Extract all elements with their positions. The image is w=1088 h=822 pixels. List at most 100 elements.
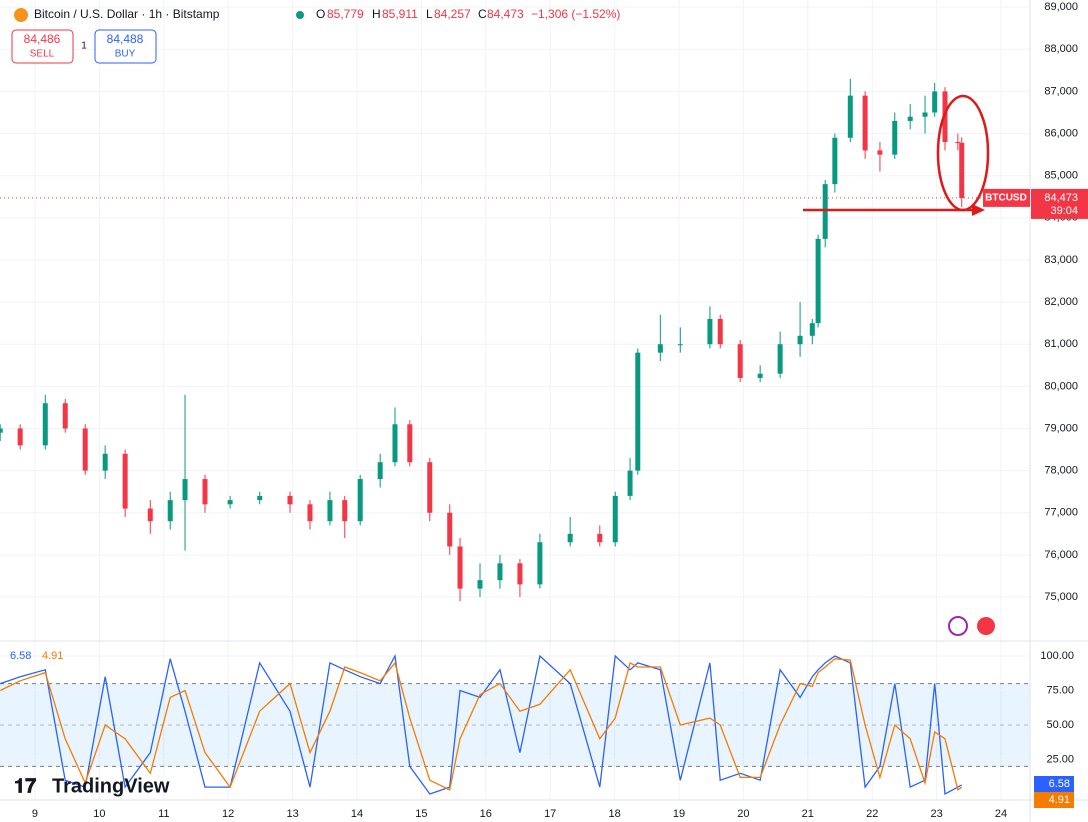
y-tick-label: 77,000: [1044, 507, 1078, 519]
candle-body: [477, 580, 483, 589]
market-status: [296, 11, 304, 19]
candle-body: [407, 424, 413, 463]
candle-body: [307, 504, 313, 522]
candle-body: [932, 91, 938, 113]
candle-body: [955, 141, 961, 143]
y-tick-label: 88,000: [1044, 43, 1078, 55]
arrow-head: [972, 204, 985, 216]
candle-body: [922, 112, 928, 117]
candle-body: [862, 95, 868, 151]
candle-body: [122, 453, 128, 509]
x-tick-label: 10: [93, 808, 105, 820]
candle-body: [717, 318, 723, 345]
value-tag: [1034, 792, 1074, 808]
candle-body: [877, 150, 883, 155]
y-tick-label: 50.00: [1046, 719, 1074, 731]
buy-label[interactable]: BUY: [115, 49, 136, 60]
y-tick-label: 100.00: [1040, 650, 1074, 662]
price-tag: [1031, 188, 1088, 219]
candle-body: [327, 500, 333, 522]
candle-body: [182, 479, 188, 501]
candle-body: [847, 95, 853, 138]
y-tick-label: 85,000: [1044, 170, 1078, 182]
buy-price[interactable]: 84,488: [107, 32, 144, 46]
ohlc-close: 84,473: [487, 7, 524, 21]
ohlc-open: 85,779: [327, 7, 364, 21]
y-tick-label: 75,000: [1044, 591, 1078, 603]
stoch-line: [0, 658, 963, 791]
x-tick-label: 22: [866, 808, 878, 820]
candle-body: [797, 335, 803, 345]
candle-body: [815, 238, 821, 324]
ai-icon[interactable]: [948, 616, 968, 636]
candle-body: [822, 184, 828, 239]
y-tick-label: 79,000: [1044, 422, 1078, 434]
price-tag-label: 84,473: [1044, 192, 1078, 204]
candle-body: [342, 500, 348, 522]
x-tick-label: 15: [415, 808, 427, 820]
candle-body: [597, 533, 603, 543]
stoch-k-legend: 6.58: [10, 650, 31, 662]
events-icon[interactable]: [977, 617, 995, 635]
x-tick-label: 11: [158, 808, 169, 820]
candle-body: [612, 495, 618, 543]
candle-body: [17, 428, 23, 446]
candle-body: [832, 137, 838, 185]
sell-price[interactable]: 84,486: [24, 32, 61, 46]
candle-body: [287, 495, 293, 505]
y-tick-label: 81,000: [1044, 338, 1078, 350]
btc-icon: [14, 8, 28, 22]
candle-body: [147, 508, 153, 522]
ohlc-h: H: [372, 7, 381, 21]
candle-body: [427, 462, 433, 513]
candle-body: [567, 533, 573, 543]
sell-button[interactable]: [11, 29, 74, 64]
x-tick-label: 13: [286, 808, 298, 820]
stoch-d-legend: 4.91: [42, 650, 63, 662]
x-tick-label: 20: [737, 808, 749, 820]
candle-body: [377, 462, 383, 480]
x-tick-label: 17: [544, 808, 556, 820]
candle-body: [537, 542, 543, 585]
candle-body: [757, 373, 763, 378]
x-tick-label: 18: [608, 808, 620, 820]
plot-layer: [0, 78, 1030, 796]
candle-body: [62, 403, 68, 429]
candle-body: [777, 344, 783, 374]
y-tick-label: 25.00: [1046, 753, 1074, 765]
candle-body: [82, 428, 88, 471]
candle-body: [202, 479, 208, 505]
ohlc-o: O: [316, 7, 325, 21]
y-tick-label: 76,000: [1044, 549, 1078, 561]
candle-body: [167, 500, 173, 522]
y-tick-label: 86,000: [1044, 127, 1078, 139]
candle-body: [257, 495, 263, 501]
x-tick-label: 16: [480, 808, 492, 820]
y-tick-label: 83,000: [1044, 254, 1078, 266]
logo-mark: 𝟏𝟕: [14, 775, 36, 797]
ohlc-high: 85,911: [382, 7, 418, 21]
candle-body: [907, 116, 913, 121]
x-tick-label: 14: [351, 808, 363, 820]
candle-body: [517, 563, 523, 585]
y-tick-label: 82,000: [1044, 296, 1078, 308]
candle-body: [737, 344, 743, 378]
candle-body: [227, 500, 233, 505]
buy-button[interactable]: [94, 29, 157, 64]
candle-body: [102, 453, 108, 471]
ohlc-change: −1,306 (−1.52%): [531, 7, 620, 21]
sell-label[interactable]: SELL: [30, 49, 55, 60]
value-tag-label: 6.58: [1049, 778, 1070, 790]
ohlc-c: C: [478, 7, 487, 21]
value-tag-label: 4.91: [1049, 794, 1070, 806]
candle-body: [959, 142, 965, 198]
candle-body: [657, 344, 663, 353]
candle-body: [809, 323, 815, 336]
candle-body: [707, 318, 713, 345]
y-tick-label: 89,000: [1044, 1, 1078, 13]
y-tick-label: 78,000: [1044, 465, 1078, 477]
value-tag: [1034, 776, 1074, 792]
candle-body: [627, 470, 633, 496]
countdown-label: 39:04: [1050, 205, 1078, 217]
